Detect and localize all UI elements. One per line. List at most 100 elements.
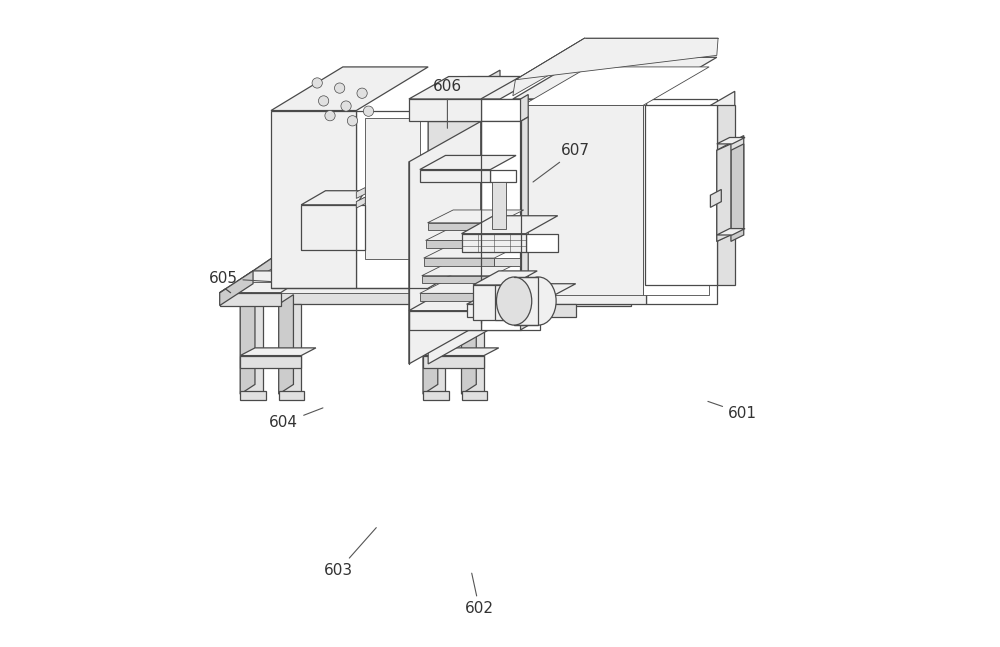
Polygon shape bbox=[490, 170, 516, 182]
Polygon shape bbox=[423, 348, 499, 356]
Polygon shape bbox=[426, 228, 522, 241]
Text: 607: 607 bbox=[533, 143, 590, 182]
Circle shape bbox=[370, 121, 380, 131]
Polygon shape bbox=[645, 105, 717, 285]
Polygon shape bbox=[462, 304, 484, 394]
Polygon shape bbox=[423, 294, 438, 394]
Polygon shape bbox=[409, 311, 481, 330]
Polygon shape bbox=[301, 191, 365, 205]
Polygon shape bbox=[467, 284, 576, 304]
Polygon shape bbox=[492, 276, 518, 283]
Polygon shape bbox=[220, 292, 281, 305]
Polygon shape bbox=[710, 190, 721, 208]
Polygon shape bbox=[422, 263, 518, 276]
Polygon shape bbox=[271, 67, 428, 111]
Polygon shape bbox=[646, 99, 717, 304]
Polygon shape bbox=[428, 223, 498, 230]
Polygon shape bbox=[240, 356, 301, 368]
Text: 603: 603 bbox=[324, 528, 376, 578]
Polygon shape bbox=[537, 304, 576, 317]
Polygon shape bbox=[356, 197, 365, 208]
Polygon shape bbox=[409, 76, 521, 99]
Polygon shape bbox=[220, 271, 253, 305]
Polygon shape bbox=[251, 282, 575, 292]
Circle shape bbox=[347, 116, 358, 126]
Polygon shape bbox=[301, 205, 356, 250]
Text: 604: 604 bbox=[269, 408, 323, 430]
Polygon shape bbox=[500, 311, 540, 330]
Polygon shape bbox=[515, 38, 718, 80]
Polygon shape bbox=[495, 285, 529, 320]
Circle shape bbox=[318, 96, 329, 106]
Polygon shape bbox=[513, 99, 646, 304]
Polygon shape bbox=[356, 111, 428, 288]
Text: 601: 601 bbox=[708, 401, 757, 421]
Polygon shape bbox=[279, 391, 304, 400]
Polygon shape bbox=[513, 58, 717, 99]
Polygon shape bbox=[420, 170, 490, 182]
Polygon shape bbox=[513, 38, 585, 96]
Polygon shape bbox=[356, 188, 365, 199]
Polygon shape bbox=[710, 91, 735, 133]
Polygon shape bbox=[237, 282, 574, 304]
Polygon shape bbox=[420, 281, 516, 293]
Polygon shape bbox=[422, 276, 492, 283]
Circle shape bbox=[335, 83, 345, 93]
Polygon shape bbox=[717, 136, 744, 241]
Polygon shape bbox=[428, 99, 500, 122]
Polygon shape bbox=[409, 288, 521, 311]
Polygon shape bbox=[522, 105, 643, 294]
Polygon shape bbox=[426, 241, 496, 248]
Polygon shape bbox=[420, 293, 490, 301]
Polygon shape bbox=[423, 356, 484, 368]
Polygon shape bbox=[428, 122, 500, 364]
Polygon shape bbox=[356, 245, 365, 250]
Polygon shape bbox=[237, 227, 317, 304]
Polygon shape bbox=[220, 271, 314, 292]
Polygon shape bbox=[643, 105, 709, 294]
Polygon shape bbox=[574, 227, 654, 304]
Polygon shape bbox=[717, 105, 735, 285]
Polygon shape bbox=[240, 294, 255, 394]
Polygon shape bbox=[409, 122, 481, 364]
Polygon shape bbox=[423, 391, 449, 400]
Polygon shape bbox=[521, 306, 528, 330]
Polygon shape bbox=[409, 99, 481, 122]
Polygon shape bbox=[462, 234, 526, 252]
Circle shape bbox=[341, 101, 351, 111]
Circle shape bbox=[363, 106, 374, 116]
Polygon shape bbox=[301, 245, 356, 250]
Text: 602: 602 bbox=[465, 573, 494, 617]
Polygon shape bbox=[498, 223, 524, 230]
Polygon shape bbox=[514, 277, 538, 325]
Polygon shape bbox=[500, 122, 540, 324]
Ellipse shape bbox=[521, 277, 556, 325]
Polygon shape bbox=[481, 122, 521, 324]
Polygon shape bbox=[717, 228, 745, 235]
Polygon shape bbox=[571, 271, 665, 292]
Polygon shape bbox=[481, 311, 521, 330]
Ellipse shape bbox=[496, 277, 532, 325]
Polygon shape bbox=[279, 304, 301, 394]
Polygon shape bbox=[240, 348, 316, 356]
Polygon shape bbox=[462, 215, 558, 234]
Polygon shape bbox=[356, 205, 365, 250]
Polygon shape bbox=[424, 258, 494, 266]
Polygon shape bbox=[428, 76, 540, 99]
Polygon shape bbox=[462, 294, 476, 394]
Polygon shape bbox=[473, 271, 537, 285]
Polygon shape bbox=[496, 241, 522, 248]
Polygon shape bbox=[526, 234, 558, 252]
Polygon shape bbox=[420, 155, 516, 170]
Polygon shape bbox=[240, 304, 263, 394]
Polygon shape bbox=[521, 94, 528, 122]
Polygon shape bbox=[237, 227, 654, 282]
Polygon shape bbox=[424, 245, 520, 258]
Polygon shape bbox=[512, 285, 521, 320]
Polygon shape bbox=[301, 231, 365, 245]
Polygon shape bbox=[428, 210, 524, 223]
Polygon shape bbox=[365, 118, 420, 259]
Polygon shape bbox=[240, 391, 266, 400]
Polygon shape bbox=[251, 240, 641, 282]
Polygon shape bbox=[428, 70, 500, 288]
